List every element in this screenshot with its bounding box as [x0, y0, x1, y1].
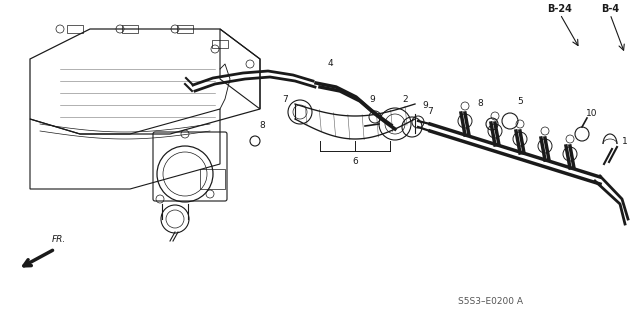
- Text: 2: 2: [402, 94, 408, 103]
- Text: 8: 8: [259, 122, 265, 130]
- Text: 5: 5: [517, 97, 523, 106]
- Text: FR.: FR.: [52, 235, 67, 244]
- Bar: [177, 25, 193, 33]
- Text: 7: 7: [282, 94, 288, 103]
- Text: 4: 4: [327, 60, 333, 69]
- Bar: [200, 169, 225, 189]
- Bar: [122, 25, 138, 33]
- Text: 6: 6: [352, 157, 358, 166]
- Text: 9: 9: [422, 100, 428, 109]
- Text: B-4: B-4: [601, 4, 619, 14]
- Text: 8: 8: [477, 99, 483, 108]
- Text: S5S3–E0200 A: S5S3–E0200 A: [458, 296, 522, 306]
- Text: 10: 10: [586, 109, 598, 118]
- Bar: [67, 25, 83, 33]
- Text: 1: 1: [622, 137, 628, 145]
- Text: 7: 7: [427, 107, 433, 115]
- Text: B-24: B-24: [548, 4, 572, 14]
- Bar: [212, 40, 228, 48]
- Text: 9: 9: [369, 94, 375, 103]
